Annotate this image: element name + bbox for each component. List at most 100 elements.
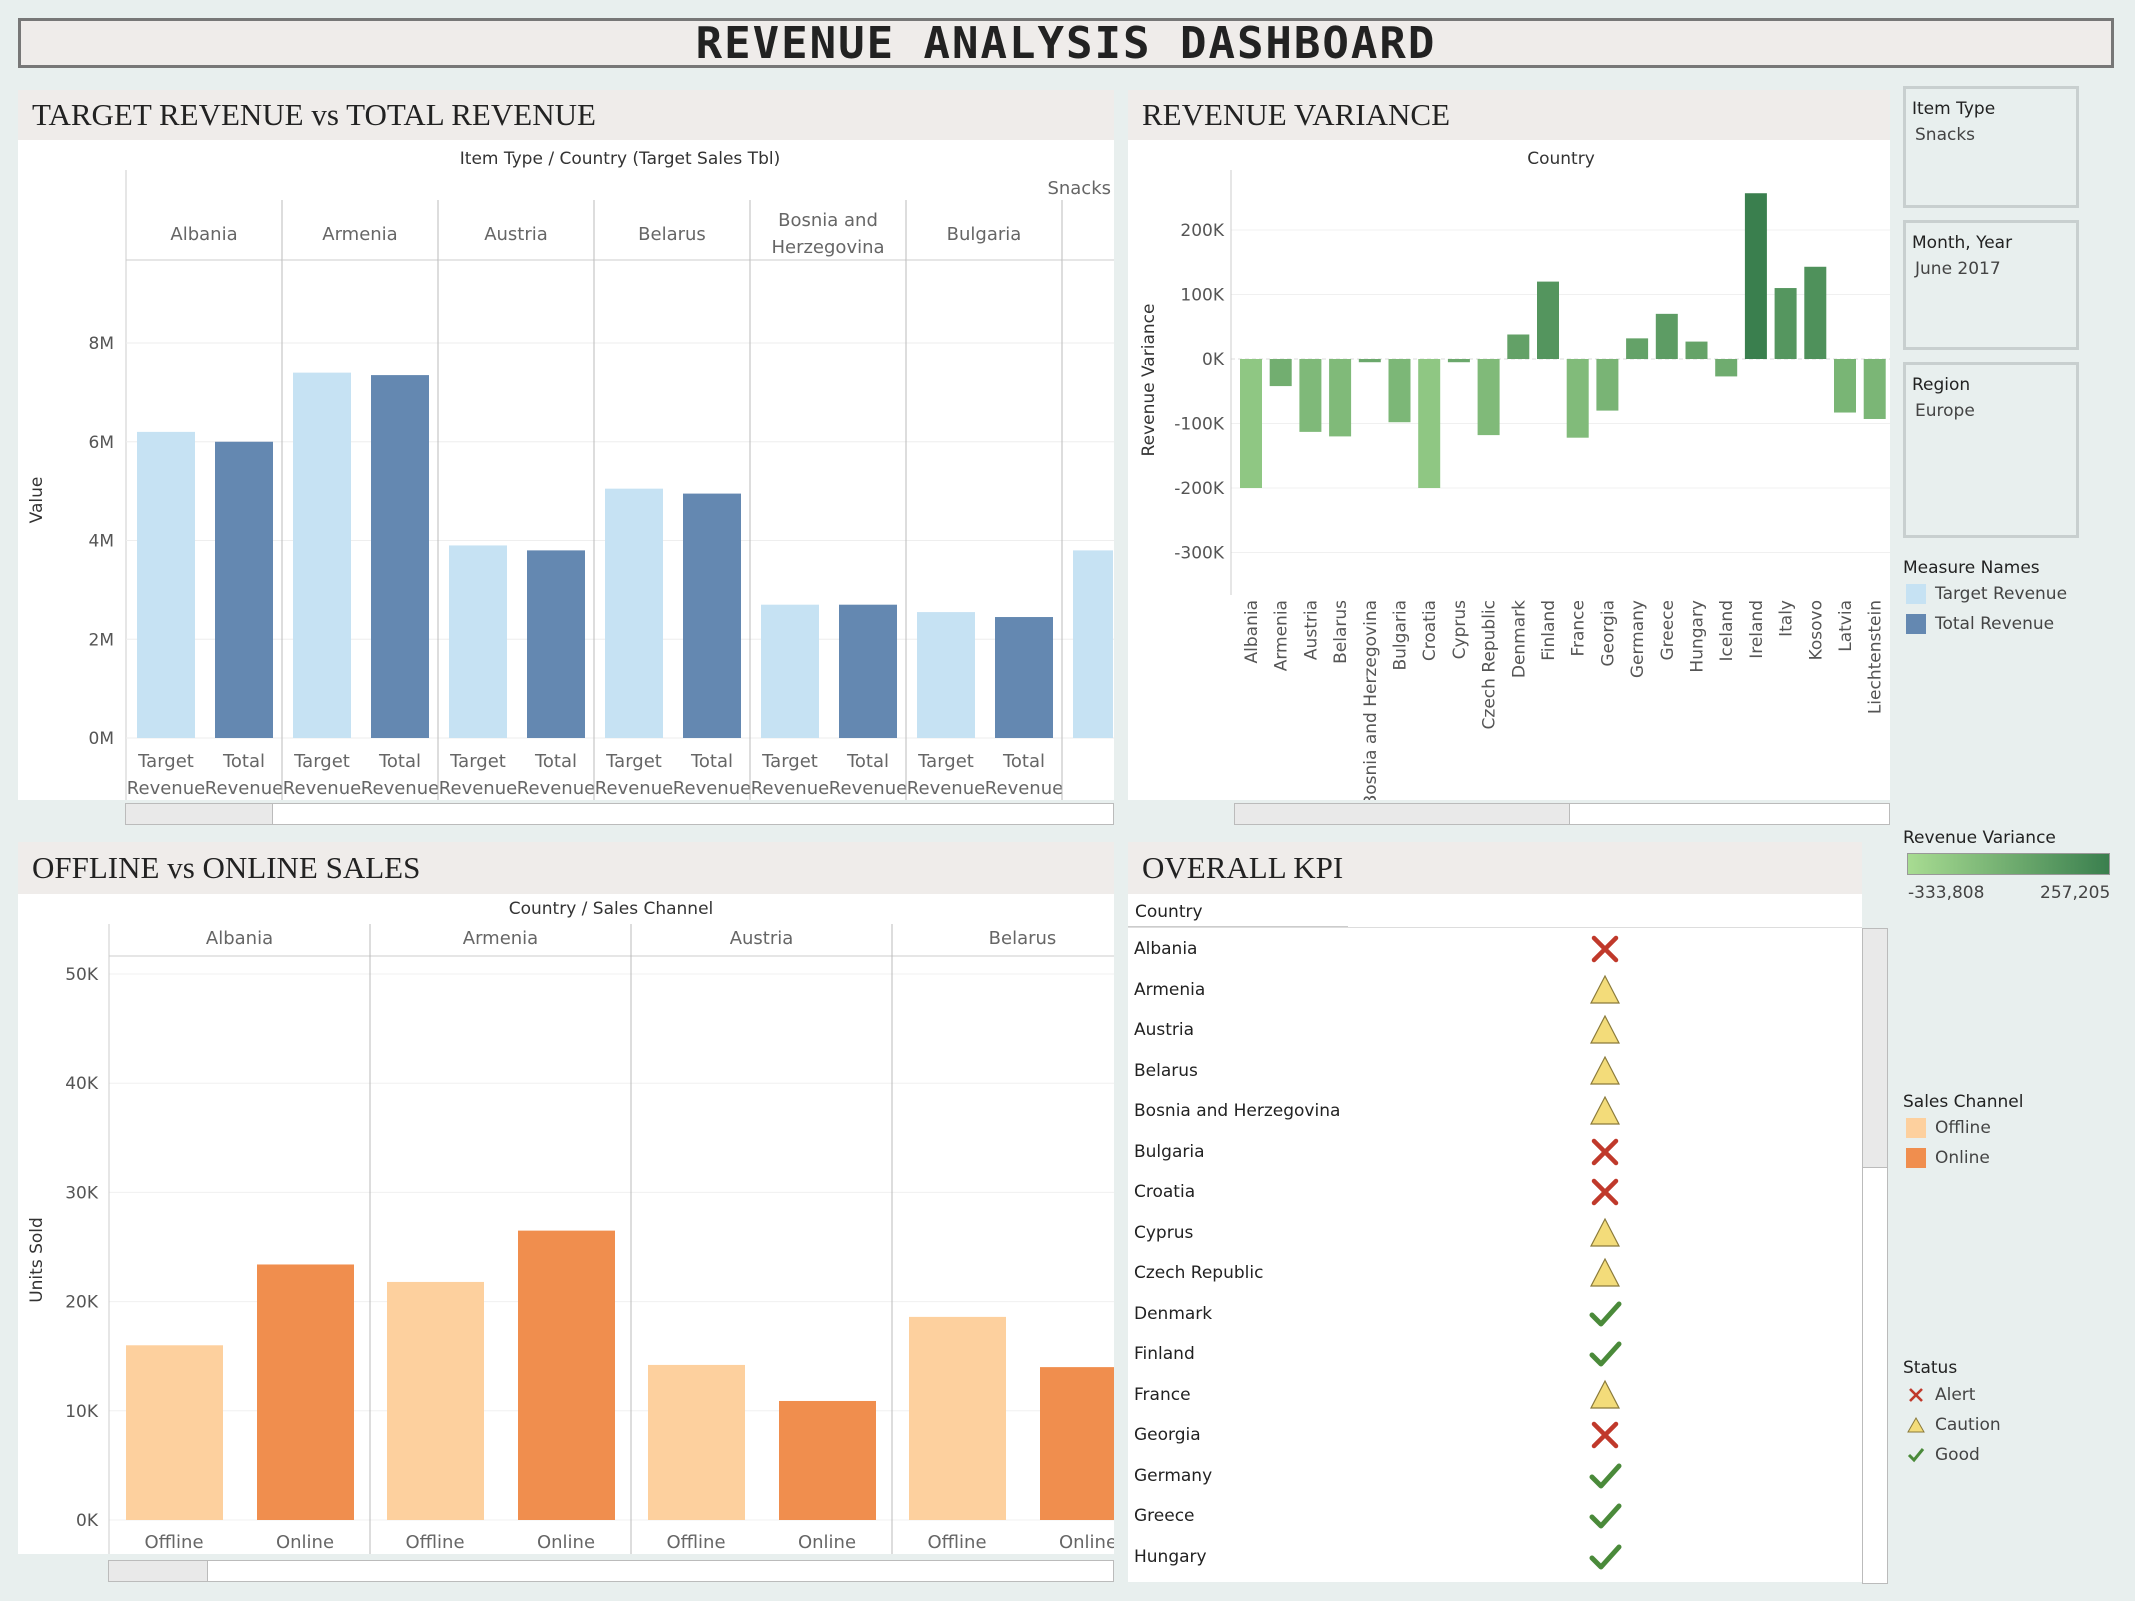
revenue-variance-chart: Country Revenue Variance -300K -200K -100K 0K… xyxy=(1139,149,1890,806)
x-tick-label: Austria xyxy=(1301,600,1321,660)
filter-value: Europe xyxy=(1915,401,1975,421)
country-header: Albania xyxy=(206,928,273,949)
kpi-row[interactable]: Bosnia and Herzegovina xyxy=(1134,1091,1340,1131)
bar-label: Total xyxy=(1002,751,1045,772)
kpi-row[interactable]: Greece xyxy=(1134,1496,1195,1536)
filter-label: Region xyxy=(1912,375,1971,395)
offline-online-chart-panel: Country / Sales Channel Units Sold 0K 10K 20… xyxy=(18,894,1137,1554)
kpi-row[interactable]: Austria xyxy=(1134,1010,1194,1050)
kpi-row[interactable]: Cyprus xyxy=(1134,1213,1193,1253)
variance-bar xyxy=(1566,359,1589,438)
x-icon xyxy=(1588,932,1622,966)
kpi-row[interactable]: Hungary xyxy=(1134,1537,1207,1577)
bar-online xyxy=(257,1264,354,1520)
kpi-row[interactable]: Germany xyxy=(1134,1456,1212,1496)
bar-offline xyxy=(126,1345,223,1520)
revenue-variance-chart-panel: Country Revenue Variance -300K -200K -100K 0K… xyxy=(1128,140,1890,806)
region-filter[interactable]: Region Europe xyxy=(1903,362,2079,538)
sales-chart-scrollbar[interactable] xyxy=(108,1560,1114,1582)
variance-chart-scrollbar[interactable] xyxy=(1234,803,1890,825)
kpi-row[interactable]: Bulgaria xyxy=(1134,1132,1205,1172)
kpi-row[interactable]: Czech Republic xyxy=(1134,1253,1263,1293)
legend-item-online[interactable]: Online xyxy=(1906,1148,1990,1168)
warning-triangle-icon xyxy=(1588,1094,1622,1128)
kpi-country-label: Bosnia and Herzegovina xyxy=(1134,1101,1341,1121)
scrollbar-thumb[interactable] xyxy=(1863,929,1887,1168)
target-chart-scrollbar[interactable] xyxy=(125,803,1114,825)
bar-label: Revenue xyxy=(439,778,517,799)
bar-total-revenue xyxy=(839,604,897,738)
legend-item-alert[interactable]: Alert xyxy=(1906,1385,1975,1405)
scrollbar-thumb[interactable] xyxy=(126,804,273,824)
x-tick-label: Bosnia and Herzegovina xyxy=(1361,600,1381,800)
kpi-country-label: Armenia xyxy=(1134,979,1206,1000)
kpi-country-label: Croatia xyxy=(1134,1182,1196,1202)
bar-total-revenue xyxy=(527,550,585,738)
gradient-max-label: 257,205 xyxy=(2040,883,2111,903)
month-year-filter[interactable]: Month, Year June 2017 xyxy=(1903,220,2079,350)
bar-total-revenue xyxy=(683,493,741,738)
kpi-scrollbar[interactable] xyxy=(1862,928,1888,1584)
kpi-row[interactable]: Albania xyxy=(1134,929,1197,969)
kpi-row[interactable]: Croatia xyxy=(1134,1172,1195,1212)
sales-channel-legend-title: Sales Channel xyxy=(1903,1092,2024,1112)
warning-triangle-icon xyxy=(1588,1054,1622,1088)
legend-item-caution[interactable]: Caution xyxy=(1906,1415,2001,1435)
bar-label: Revenue xyxy=(985,778,1063,799)
x-tick-label: Croatia xyxy=(1420,600,1440,661)
country-header: Austria xyxy=(730,928,794,949)
warning-triangle-icon xyxy=(1907,1416,1925,1433)
bar-total-revenue xyxy=(995,617,1053,738)
variance-bar xyxy=(1418,359,1441,488)
bar-label: Target xyxy=(449,751,506,772)
kpi-row[interactable]: Belarus xyxy=(1134,1051,1198,1091)
filter-label: Item Type xyxy=(1912,99,1996,119)
bar-offline xyxy=(909,1316,1006,1520)
kpi-row[interactable]: Georgia xyxy=(1134,1415,1201,1455)
legend-item-good[interactable]: Good xyxy=(1906,1445,1980,1465)
variance-bar xyxy=(1834,359,1856,413)
legend-item-total-revenue[interactable]: Total Revenue xyxy=(1906,614,2054,634)
legend-item-target-revenue[interactable]: Target Revenue xyxy=(1906,584,2067,604)
kpi-row[interactable]: France xyxy=(1134,1375,1191,1415)
kpi-country-label: Bulgaria xyxy=(1134,1141,1205,1162)
bar-total-revenue xyxy=(371,375,429,738)
bar-label: Revenue xyxy=(751,778,829,799)
variance-bar xyxy=(1388,359,1411,423)
panel-title-target-vs-total: TARGET REVENUE vs TOTAL REVENUE xyxy=(18,90,1114,140)
x-tick-label: Greece xyxy=(1658,600,1678,661)
check-icon xyxy=(1588,1459,1622,1493)
bar-label: Total xyxy=(534,751,577,772)
y-tick-label: 0K xyxy=(1202,350,1225,370)
variance-bar xyxy=(1774,288,1797,359)
check-icon xyxy=(1588,1499,1622,1533)
kpi-row[interactable]: Finland xyxy=(1134,1334,1195,1374)
bar-label: Revenue xyxy=(673,778,751,799)
bar-online xyxy=(518,1230,615,1520)
legend-swatch xyxy=(1906,1148,1926,1168)
country-header: Bosnia and xyxy=(778,210,878,231)
check-icon xyxy=(1588,1337,1622,1371)
x-icon xyxy=(1588,1175,1622,1209)
check-icon xyxy=(1907,1448,1925,1463)
chart-header: Country xyxy=(1527,149,1595,169)
bar-target-revenue xyxy=(293,372,351,738)
x-tick-label: Italy xyxy=(1777,600,1797,637)
kpi-row[interactable]: Armenia xyxy=(1134,970,1205,1010)
bar-online xyxy=(779,1400,876,1520)
x-tick-label: Cyprus xyxy=(1450,600,1470,659)
bar-label: Target xyxy=(761,751,818,772)
legend-item-offline[interactable]: Offline xyxy=(1906,1118,1991,1138)
x-tick-label: Kosovo xyxy=(1806,600,1826,660)
kpi-row[interactable]: Denmark xyxy=(1134,1294,1212,1334)
warning-triangle-icon xyxy=(1588,1256,1622,1290)
scrollbar-thumb[interactable] xyxy=(1235,804,1570,824)
scrollbar-thumb[interactable] xyxy=(109,1561,208,1581)
filter-value: June 2017 xyxy=(1915,259,2001,279)
y-tick-label: 100K xyxy=(1180,286,1224,306)
item-type-filter[interactable]: Item Type Snacks xyxy=(1903,86,2079,208)
channel-label: Online xyxy=(276,1532,334,1553)
bar-total-revenue xyxy=(215,441,273,738)
y-tick-label: -300K xyxy=(1174,544,1225,564)
y-tick-label: 30K xyxy=(65,1183,99,1203)
